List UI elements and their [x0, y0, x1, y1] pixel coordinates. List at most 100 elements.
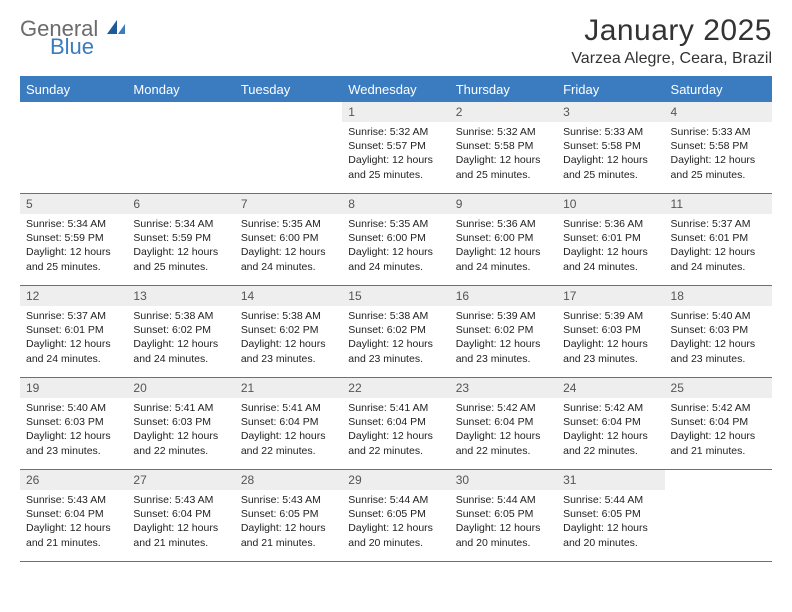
day-number: 15	[342, 286, 449, 306]
weekday-header: Thursday	[450, 77, 557, 102]
day-details: Sunrise: 5:33 AMSunset: 5:58 PMDaylight:…	[557, 122, 664, 186]
sunrise-value: 5:40 AM	[67, 402, 106, 414]
daylight-label: Daylight:	[348, 154, 389, 166]
sunrise-value: 5:38 AM	[282, 310, 321, 322]
sunset-label: Sunset:	[563, 324, 599, 336]
day-number: 22	[342, 378, 449, 398]
calendar-day-cell: 13Sunrise: 5:38 AMSunset: 6:02 PMDayligh…	[127, 286, 234, 378]
sunset-value: 6:01 PM	[709, 232, 748, 244]
calendar-header-row: SundayMondayTuesdayWednesdayThursdayFrid…	[20, 77, 772, 102]
sunrise-value: 5:38 AM	[390, 310, 429, 322]
sunrise-line: Sunrise: 5:33 AM	[671, 125, 766, 139]
sunrise-value: 5:34 AM	[67, 218, 106, 230]
sunrise-line: Sunrise: 5:39 AM	[456, 309, 551, 323]
daylight-label: Daylight:	[563, 154, 604, 166]
sunset-line: Sunset: 6:02 PM	[456, 323, 551, 337]
daylight-line: Daylight: 12 hours and 22 minutes.	[456, 429, 551, 457]
day-number: 16	[450, 286, 557, 306]
day-details: Sunrise: 5:34 AMSunset: 5:59 PMDaylight:…	[127, 214, 234, 278]
day-number: 14	[235, 286, 342, 306]
weekday-header: Wednesday	[342, 77, 449, 102]
day-number: 7	[235, 194, 342, 214]
daylight-label: Daylight:	[348, 246, 389, 258]
sunset-line: Sunset: 6:03 PM	[671, 323, 766, 337]
daylight-line: Daylight: 12 hours and 23 minutes.	[241, 337, 336, 365]
calendar-body: 1Sunrise: 5:32 AMSunset: 5:57 PMDaylight…	[20, 102, 772, 562]
day-details: Sunrise: 5:44 AMSunset: 6:05 PMDaylight:…	[557, 490, 664, 554]
sunset-value: 5:58 PM	[709, 140, 748, 152]
sunrise-line: Sunrise: 5:37 AM	[671, 217, 766, 231]
sunset-label: Sunset:	[563, 416, 599, 428]
sunset-label: Sunset:	[26, 324, 62, 336]
sunrise-value: 5:42 AM	[712, 402, 751, 414]
sunrise-line: Sunrise: 5:44 AM	[456, 493, 551, 507]
sunset-line: Sunset: 6:04 PM	[671, 415, 766, 429]
day-number: 31	[557, 470, 664, 490]
day-number: 21	[235, 378, 342, 398]
logo-text-blue: Blue	[50, 36, 127, 58]
sunset-line: Sunset: 6:03 PM	[133, 415, 228, 429]
sunset-label: Sunset:	[671, 232, 707, 244]
sunset-label: Sunset:	[348, 140, 384, 152]
sunset-label: Sunset:	[241, 232, 277, 244]
sunset-value: 6:03 PM	[602, 324, 641, 336]
sunrise-line: Sunrise: 5:41 AM	[241, 401, 336, 415]
calendar-day-cell	[20, 102, 127, 194]
daylight-label: Daylight:	[241, 430, 282, 442]
daylight-label: Daylight:	[348, 430, 389, 442]
day-number: 20	[127, 378, 234, 398]
daylight-line: Daylight: 12 hours and 24 minutes.	[241, 245, 336, 273]
daylight-line: Daylight: 12 hours and 25 minutes.	[348, 153, 443, 181]
day-details: Sunrise: 5:41 AMSunset: 6:04 PMDaylight:…	[342, 398, 449, 462]
day-details: Sunrise: 5:39 AMSunset: 6:03 PMDaylight:…	[557, 306, 664, 370]
sunrise-line: Sunrise: 5:34 AM	[26, 217, 121, 231]
sunrise-label: Sunrise:	[456, 218, 495, 230]
day-details: Sunrise: 5:35 AMSunset: 6:00 PMDaylight:…	[342, 214, 449, 278]
day-details: Sunrise: 5:44 AMSunset: 6:05 PMDaylight:…	[450, 490, 557, 554]
daylight-label: Daylight:	[241, 522, 282, 534]
weekday-header: Friday	[557, 77, 664, 102]
calendar-week-row: 1Sunrise: 5:32 AMSunset: 5:57 PMDaylight…	[20, 102, 772, 194]
calendar-day-cell	[665, 470, 772, 562]
sunset-value: 6:02 PM	[172, 324, 211, 336]
sunrise-line: Sunrise: 5:32 AM	[348, 125, 443, 139]
sunrise-line: Sunrise: 5:44 AM	[563, 493, 658, 507]
day-number: 23	[450, 378, 557, 398]
sunrise-value: 5:43 AM	[67, 494, 106, 506]
sunrise-line: Sunrise: 5:43 AM	[133, 493, 228, 507]
calendar-day-cell: 25Sunrise: 5:42 AMSunset: 6:04 PMDayligh…	[665, 378, 772, 470]
daylight-line: Daylight: 12 hours and 23 minutes.	[563, 337, 658, 365]
sunrise-line: Sunrise: 5:32 AM	[456, 125, 551, 139]
sunrise-label: Sunrise:	[563, 402, 602, 414]
daylight-label: Daylight:	[671, 246, 712, 258]
sunrise-value: 5:41 AM	[175, 402, 214, 414]
calendar-day-cell: 10Sunrise: 5:36 AMSunset: 6:01 PMDayligh…	[557, 194, 664, 286]
day-number: 5	[20, 194, 127, 214]
sunrise-label: Sunrise:	[133, 218, 172, 230]
daylight-line: Daylight: 12 hours and 25 minutes.	[563, 153, 658, 181]
sunset-line: Sunset: 6:00 PM	[348, 231, 443, 245]
calendar-day-cell: 7Sunrise: 5:35 AMSunset: 6:00 PMDaylight…	[235, 194, 342, 286]
sunset-value: 6:00 PM	[279, 232, 318, 244]
daylight-line: Daylight: 12 hours and 20 minutes.	[456, 521, 551, 549]
sunrise-value: 5:41 AM	[390, 402, 429, 414]
sunrise-line: Sunrise: 5:34 AM	[133, 217, 228, 231]
calendar-week-row: 5Sunrise: 5:34 AMSunset: 5:59 PMDaylight…	[20, 194, 772, 286]
day-number: 27	[127, 470, 234, 490]
daylight-line: Daylight: 12 hours and 25 minutes.	[456, 153, 551, 181]
daylight-line: Daylight: 12 hours and 24 minutes.	[456, 245, 551, 273]
sunset-line: Sunset: 5:58 PM	[563, 139, 658, 153]
sunrise-value: 5:35 AM	[282, 218, 321, 230]
day-details: Sunrise: 5:40 AMSunset: 6:03 PMDaylight:…	[20, 398, 127, 462]
sunset-label: Sunset:	[26, 232, 62, 244]
sunrise-value: 5:32 AM	[497, 126, 536, 138]
sunset-line: Sunset: 6:04 PM	[133, 507, 228, 521]
sunrise-label: Sunrise:	[563, 126, 602, 138]
day-details: Sunrise: 5:42 AMSunset: 6:04 PMDaylight:…	[450, 398, 557, 462]
sunrise-value: 5:32 AM	[390, 126, 429, 138]
day-number: 24	[557, 378, 664, 398]
daylight-line: Daylight: 12 hours and 25 minutes.	[26, 245, 121, 273]
sunset-line: Sunset: 6:04 PM	[563, 415, 658, 429]
sunset-value: 6:03 PM	[709, 324, 748, 336]
sunset-value: 6:03 PM	[65, 416, 104, 428]
